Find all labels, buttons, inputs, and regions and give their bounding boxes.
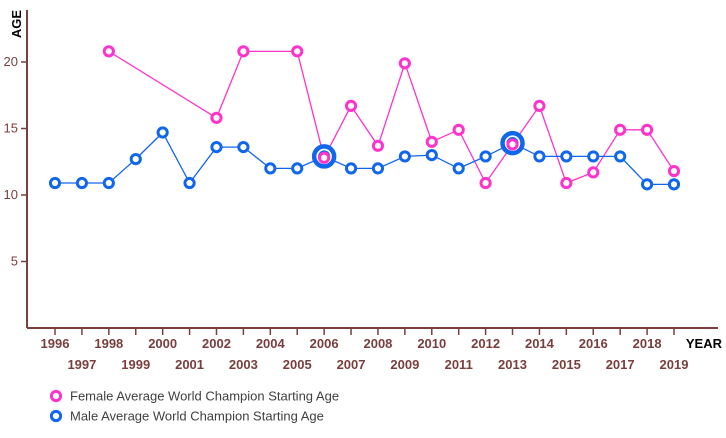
axes: [21, 10, 718, 335]
y-axis-title: AGE: [9, 10, 24, 39]
x-tick-label: 2007: [337, 357, 366, 372]
legend-label: Female Average World Champion Starting A…: [70, 389, 339, 404]
male-data-point: [533, 150, 546, 163]
male-data-point: [425, 149, 438, 162]
x-tick-label: 2008: [363, 336, 392, 351]
x-tick-label: 2004: [256, 336, 286, 351]
x-tick-label: 2013: [498, 357, 527, 372]
series-lines: [55, 50, 675, 186]
female-data-point: [398, 57, 411, 70]
male-data-point: [344, 162, 358, 175]
x-tick-label: 2003: [229, 357, 258, 372]
x-tick-label: 2009: [390, 357, 419, 372]
male-data-point: [75, 176, 89, 190]
x-tick-label: 1996: [41, 336, 70, 351]
male-data-point: [48, 176, 62, 190]
male-data-point: [102, 176, 115, 190]
female-data-point: [344, 99, 358, 112]
female-data-point: [560, 176, 573, 190]
y-tick-label: 15: [4, 121, 18, 136]
y-tick-label: 10: [4, 187, 18, 202]
series-points: [48, 45, 681, 191]
female-data-point: [506, 138, 519, 151]
x-tick-label: 2011: [445, 357, 473, 372]
male-data-point: [129, 152, 142, 166]
x-tick-label: 1998: [94, 336, 123, 351]
male-data-point: [237, 141, 250, 154]
male-data-point: [156, 126, 169, 139]
male-data-point: [479, 150, 492, 163]
male-data-point: [291, 162, 304, 175]
x-tick-label: 2002: [202, 336, 231, 351]
male-data-point: [398, 150, 411, 163]
female-data-point: [291, 45, 304, 58]
female-data-point: [371, 139, 385, 152]
x-tick-label: 2005: [283, 357, 312, 372]
x-tick-label: 2006: [310, 336, 339, 351]
female-data-point: [425, 135, 438, 148]
male-data-point: [210, 141, 223, 154]
female-data-point: [318, 151, 331, 164]
female-data-point: [667, 164, 681, 178]
x-tick-label: 2018: [633, 336, 662, 351]
x-tick-label: 1997: [67, 357, 96, 372]
female-data-point: [237, 45, 250, 58]
legend-marker: [49, 389, 63, 403]
series-line-female: [108, 50, 675, 185]
x-tick-label: 2010: [417, 336, 446, 351]
male-data-point: [264, 162, 277, 175]
y-tick-label: 5: [11, 254, 18, 269]
female-data-point: [102, 45, 115, 58]
female-data-point: [452, 123, 465, 136]
male-data-point: [614, 150, 627, 163]
x-tick-label: 2019: [660, 357, 689, 372]
x-tick-label: 1999: [121, 357, 150, 372]
female-data-point: [587, 166, 600, 179]
x-axis-title: YEAR: [686, 336, 723, 351]
legend-label: Male Average World Champion Starting Age: [70, 409, 324, 424]
female-data-point: [640, 123, 654, 136]
axis-labels: 5 10 15 20 1996 1997 1998 1999 2000 2001 2002 2003 2…: [4, 10, 723, 372]
x-tick-label: 2017: [606, 357, 635, 372]
male-data-point: [183, 176, 196, 190]
female-data-point: [614, 123, 627, 136]
legend-marker: [49, 409, 63, 423]
female-data-point: [533, 99, 546, 112]
male-data-point: [667, 178, 681, 191]
y-tick-label: 20: [4, 54, 18, 69]
x-tick-label: 2015: [552, 357, 581, 372]
male-data-point: [587, 150, 600, 163]
male-data-point: [640, 178, 654, 191]
x-tick-label: 2016: [579, 336, 608, 351]
x-tick-label: 2012: [471, 336, 500, 351]
x-tick-label: 2001: [175, 357, 204, 372]
x-tick-label: 2014: [525, 336, 555, 351]
female-data-point: [210, 111, 223, 124]
male-data-point: [371, 162, 385, 175]
x-tick-label: 2000: [148, 336, 177, 351]
female-data-point: [479, 176, 492, 190]
legend: Female Average World Champion Starting A…: [49, 389, 339, 424]
male-data-point: [560, 150, 573, 163]
male-data-point: [452, 162, 465, 175]
